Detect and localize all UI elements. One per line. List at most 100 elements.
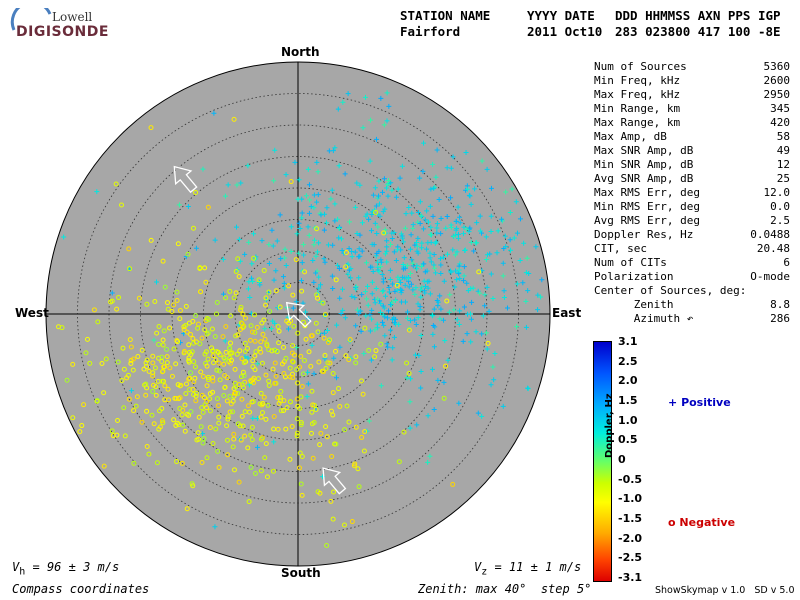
negative-source-point — [249, 424, 255, 430]
positive-source-point — [360, 125, 366, 131]
negative-source-point — [195, 325, 201, 331]
negative-source-point — [396, 459, 402, 465]
positive-source-point — [508, 247, 514, 253]
negative-source-point — [221, 361, 227, 367]
negative-source-point — [264, 474, 270, 480]
positive-source-point — [364, 296, 370, 302]
positive-source-point — [339, 248, 345, 254]
positive-source-point — [437, 256, 443, 262]
positive-source-point — [460, 231, 466, 237]
negative-source-point — [200, 373, 206, 379]
positive-source-point — [417, 199, 423, 205]
negative-source-point — [336, 386, 342, 392]
negative-source-point — [485, 340, 491, 346]
positive-source-point — [348, 266, 354, 272]
negative-source-point — [286, 283, 292, 289]
positive-source-point — [509, 186, 515, 192]
negative-source-point — [187, 375, 193, 381]
negative-source-point — [151, 421, 157, 427]
negative-source-point — [327, 337, 333, 343]
positive-source-point — [301, 252, 307, 258]
colorbar-tick-label: 2.0 — [618, 374, 638, 388]
positive-source-point — [427, 203, 433, 209]
positive-source-point — [416, 352, 422, 358]
stat-row: Doppler Res, Hz 0.0488 — [594, 228, 790, 242]
positive-source-point — [385, 315, 391, 321]
negative-source-point — [224, 423, 230, 429]
stat-label: Max Amp, dB — [594, 130, 667, 143]
positive-source-point — [403, 211, 409, 217]
negative-source-point — [266, 289, 272, 295]
negative-source-point — [119, 378, 125, 384]
positive-source-point — [212, 524, 218, 530]
negative-source-point — [87, 360, 93, 366]
positive-source-point — [395, 274, 401, 280]
negative-source-point — [254, 324, 260, 330]
negative-source-point — [204, 331, 210, 337]
negative-source-point — [333, 277, 339, 283]
positive-source-point — [378, 257, 384, 263]
positive-source-point — [323, 220, 329, 226]
positive-source-point — [507, 237, 513, 243]
positive-source-point — [306, 182, 312, 188]
positive-source-point — [381, 305, 387, 311]
negative-source-point — [174, 289, 180, 295]
positive-source-point — [409, 210, 415, 216]
drift-arrow — [285, 301, 312, 328]
negative-source-point — [316, 359, 322, 365]
positive-source-point — [368, 357, 374, 363]
positive-source-point — [305, 381, 311, 387]
positive-source-point — [488, 271, 494, 277]
negative-source-point — [175, 339, 181, 345]
negative-source-point — [216, 403, 222, 409]
negative-source-point — [240, 423, 246, 429]
colorbar-tick-label: -1.5 — [618, 512, 643, 525]
positive-source-point — [422, 217, 428, 223]
positive-source-point — [461, 304, 467, 310]
positive-source-point — [410, 225, 416, 231]
negative-source-point — [259, 360, 265, 366]
negative-source-point — [224, 398, 230, 404]
negative-source-point — [229, 350, 235, 356]
negative-source-point — [200, 409, 206, 415]
positive-source-point — [415, 235, 421, 241]
negative-source-point — [283, 426, 289, 432]
negative-source-point — [161, 328, 167, 334]
positive-source-point — [378, 95, 384, 101]
positive-source-point — [472, 186, 478, 192]
positive-source-point — [177, 340, 183, 346]
positive-source-point — [386, 103, 392, 109]
positive-source-point — [461, 264, 467, 270]
positive-source-point — [429, 312, 435, 318]
negative-source-point — [242, 348, 248, 354]
positive-source-point — [484, 284, 490, 290]
negative-source-point — [166, 397, 172, 403]
negative-source-point — [130, 367, 136, 373]
positive-source-point — [440, 254, 446, 260]
positive-source-point — [468, 339, 474, 345]
positive-source-point — [220, 291, 226, 297]
positive-source-point — [283, 172, 289, 178]
colorbar-tick-label: -3.1 — [618, 571, 643, 584]
positive-source-point — [372, 185, 378, 191]
negative-source-point — [245, 445, 251, 451]
negative-source-point — [159, 418, 165, 424]
positive-source-point — [468, 201, 474, 207]
negative-source-point — [231, 116, 237, 122]
negative-source-point — [149, 412, 155, 418]
positive-source-point — [511, 235, 517, 241]
negative-source-point — [171, 302, 177, 308]
positive-source-point — [454, 249, 460, 255]
positive-source-point — [211, 110, 217, 116]
positive-source-point — [311, 205, 317, 211]
positive-source-point — [367, 328, 373, 334]
negative-source-point — [261, 317, 267, 323]
source-points — [56, 90, 545, 548]
positive-source-point — [491, 377, 497, 383]
negative-source-point — [148, 237, 154, 243]
negative-source-point — [154, 460, 160, 466]
negative-source-point — [183, 303, 189, 309]
negative-source-point — [182, 402, 188, 408]
positive-source-point — [446, 309, 452, 315]
negative-source-point — [188, 408, 194, 414]
